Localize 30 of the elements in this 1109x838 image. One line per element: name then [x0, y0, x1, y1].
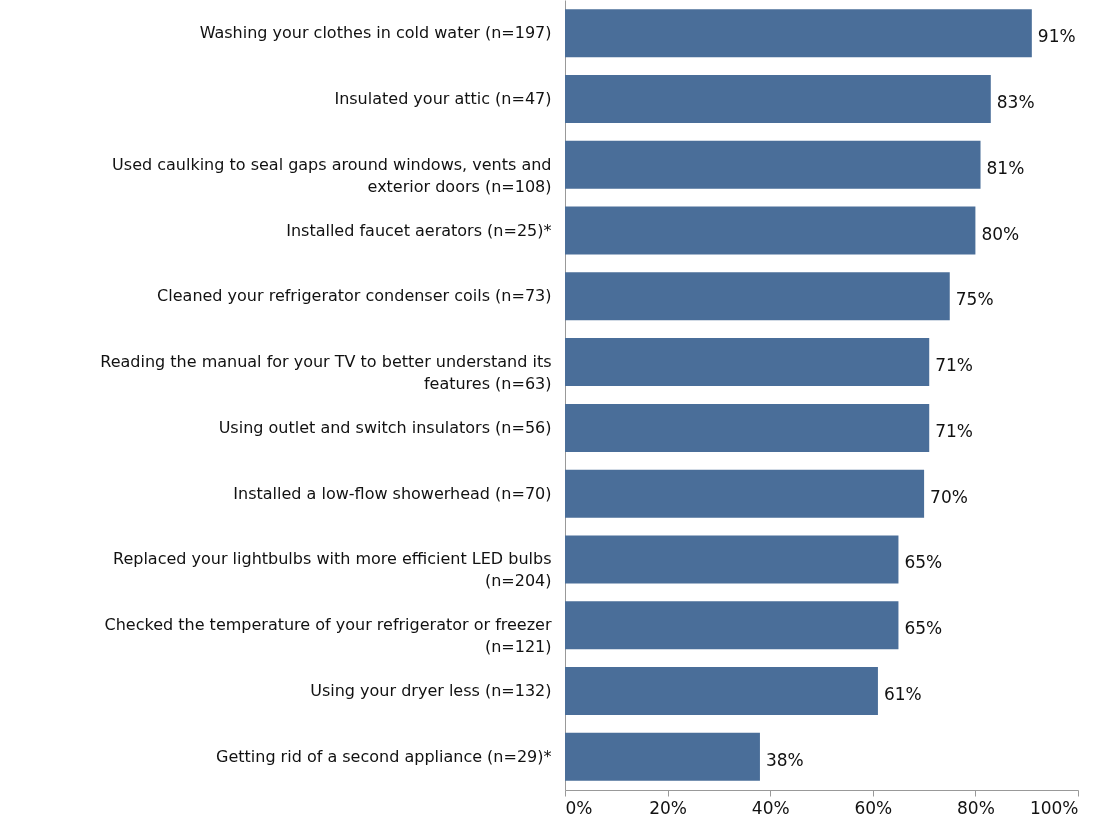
- y-tick-label: Checked the temperature of your refrigerator or freezer (n=121): [104, 615, 552, 657]
- data-label: 81%: [986, 157, 1025, 178]
- data-label: 38%: [765, 749, 804, 770]
- x-tick-label: 0%: [565, 797, 593, 818]
- x-tick-label: 40%: [751, 797, 790, 818]
- data-label: 65%: [904, 618, 943, 639]
- x-tick-label: 100%: [1029, 797, 1079, 818]
- data-label: 70%: [930, 486, 968, 507]
- y-tick-label: Replaced your lightbulbs with more efficient LED bulbs (n=204): [113, 549, 552, 591]
- y-tick-label: Cleaned your refrigerator condenser coils (n=73): [157, 286, 552, 306]
- y-tick-label: Using your dryer less (n=132): [310, 681, 552, 700]
- y-tick-label: Insulated your attic (n=47): [334, 89, 552, 108]
- data-label: 65%: [904, 552, 943, 573]
- x-tick-label: 20%: [649, 797, 687, 818]
- y-tick-label: Reading the manual for your TV to better understand its features (n=63): [100, 352, 552, 394]
- y-tick-label: Getting rid of a second appliance (n=29)*: [216, 746, 552, 766]
- data-label: 91%: [1037, 26, 1076, 47]
- data-label: 71%: [935, 355, 974, 376]
- data-label: 61%: [883, 684, 922, 704]
- y-tick-label: Installed faucet aerators (n=25)*: [286, 220, 552, 240]
- data-label: 75%: [955, 289, 994, 310]
- data-label: 83%: [996, 92, 1035, 112]
- y-tick-label: Used caulking to seal gaps around windows, vents and exterior doors (n=108): [112, 154, 552, 196]
- data-label: 71%: [935, 420, 974, 441]
- data-label: 80%: [981, 223, 1020, 244]
- y-tick-label: Installed a low-flow showerhead (n=70): [233, 483, 552, 503]
- x-tick-label: 80%: [957, 797, 995, 818]
- y-tick-label: Washing your clothes in cold water (n=197): [199, 23, 552, 43]
- x-tick-label: 60%: [854, 797, 893, 818]
- y-tick-label: Using outlet and switch insulators (n=56): [218, 417, 552, 437]
